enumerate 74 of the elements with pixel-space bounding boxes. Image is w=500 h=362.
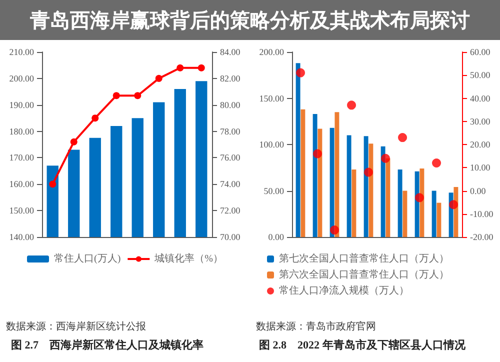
bar bbox=[352, 169, 356, 237]
point bbox=[176, 64, 184, 72]
legend-label: 城镇化率（%） bbox=[154, 252, 224, 264]
source-note: 数据来源：青岛市政府官网 bbox=[256, 320, 376, 332]
y2-tick-label: 10.00 bbox=[470, 162, 491, 173]
bar bbox=[432, 190, 436, 237]
point bbox=[134, 92, 142, 100]
y-tick-label: 140.00 bbox=[9, 232, 34, 242]
point bbox=[112, 92, 120, 100]
y2-tick-label: 78.00 bbox=[220, 126, 241, 136]
bar bbox=[368, 144, 374, 237]
y2-tick-label: 30.00 bbox=[470, 116, 491, 126]
point bbox=[347, 100, 356, 110]
y2-tick-label: -10.00 bbox=[470, 208, 494, 219]
y-tick-label: 170.00 bbox=[9, 152, 34, 163]
y2-tick-label: 0.00 bbox=[470, 186, 486, 196]
point bbox=[155, 74, 162, 82]
point bbox=[70, 138, 78, 146]
point bbox=[198, 64, 205, 72]
y-tick-label: 150.00 bbox=[259, 93, 284, 104]
bar bbox=[318, 128, 322, 237]
y-tick-label: 200.00 bbox=[9, 73, 34, 84]
legend-label: 第七次全国人口普查常住人口（万人） bbox=[279, 252, 449, 264]
point bbox=[364, 168, 373, 177]
point bbox=[415, 193, 424, 202]
y-tick-label: 180.00 bbox=[9, 126, 34, 136]
point bbox=[432, 158, 441, 168]
point bbox=[313, 149, 322, 158]
text: 青岛西海岸赢球背后的策略分析及其战术布局探讨 bbox=[0, 0, 500, 40]
point bbox=[381, 154, 390, 163]
bar bbox=[334, 112, 340, 237]
bar bbox=[398, 169, 402, 237]
y2-tick-label: 76.00 bbox=[220, 152, 241, 163]
point bbox=[330, 226, 339, 235]
point bbox=[398, 133, 407, 142]
y2-tick-label: -20.00 bbox=[470, 232, 494, 242]
y2-tick-label: 20.00 bbox=[470, 140, 491, 150]
y2-tick-label: 60.00 bbox=[470, 47, 491, 57]
y-tick-label: 200.00 bbox=[259, 47, 284, 57]
bar bbox=[312, 114, 318, 237]
bar bbox=[364, 136, 368, 237]
y2-tick-label: 80.00 bbox=[220, 100, 241, 110]
y-tick-label: 150.00 bbox=[9, 206, 34, 216]
y2-tick-label: 70.00 bbox=[220, 232, 241, 242]
y-tick-label: 50.00 bbox=[264, 186, 284, 196]
y-tick-label: 100.00 bbox=[259, 140, 284, 150]
bar bbox=[330, 128, 334, 237]
text: 图 2.8 2022 年青岛市及下辖区县人口情况 bbox=[259, 338, 466, 352]
bar bbox=[380, 146, 386, 237]
y2-tick-label: 72.00 bbox=[220, 206, 241, 216]
y2-tick-label: 40.00 bbox=[470, 93, 491, 104]
bar bbox=[402, 190, 408, 237]
y-tick-label: 160.00 bbox=[9, 179, 34, 190]
legend-label: 常住人口净流入规模（万人） bbox=[279, 284, 409, 296]
y2-tick-label: 50.00 bbox=[470, 70, 491, 80]
bar bbox=[346, 135, 352, 237]
point bbox=[296, 68, 305, 78]
point bbox=[449, 200, 458, 210]
y-tick-label: 190.00 bbox=[9, 100, 34, 110]
y2-tick-label: 84.00 bbox=[220, 47, 241, 57]
point bbox=[49, 180, 56, 188]
legend-label: 常住人口(万人) bbox=[54, 252, 121, 264]
y-tick-label: 210.00 bbox=[9, 47, 34, 57]
bar bbox=[300, 109, 306, 237]
legend-label: 第六次全国人口普查常住人口（万人） bbox=[279, 268, 449, 280]
text: 图 2.7 西海岸新区常住人口及城镇化率 bbox=[11, 338, 204, 352]
source-note: 数据来源：西海岸新区统计公报 bbox=[6, 320, 146, 332]
y-tick-label: 0.00 bbox=[268, 232, 284, 242]
bar bbox=[296, 63, 300, 237]
point bbox=[92, 114, 99, 122]
bar bbox=[436, 202, 442, 237]
y2-tick-label: 74.00 bbox=[220, 179, 241, 190]
bar bbox=[386, 158, 390, 237]
y2-tick-label: 82.00 bbox=[220, 73, 241, 84]
